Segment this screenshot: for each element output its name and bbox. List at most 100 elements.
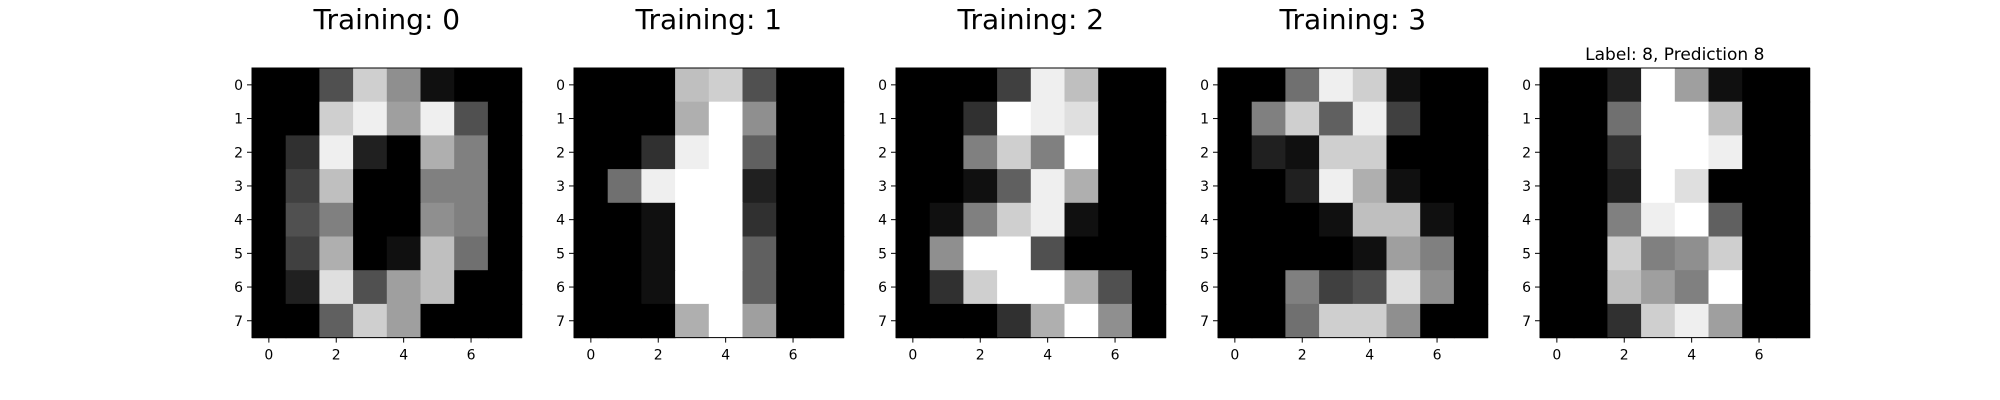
heatmap-cell bbox=[809, 303, 845, 339]
x-tick-label: 4 bbox=[1687, 348, 1696, 364]
heatmap-cell bbox=[809, 202, 845, 238]
heatmap-panel-3: Training: 3 0 1 2 3 4 5 6 7 0 2 4 6 bbox=[1200, 3, 1489, 364]
heatmap-cell bbox=[1319, 68, 1354, 103]
heatmap-cell bbox=[319, 169, 354, 204]
panel-title: Training: 2 bbox=[956, 3, 1104, 36]
axes-frame bbox=[573, 67, 845, 339]
heatmap-cell bbox=[896, 68, 931, 103]
heatmap-cell bbox=[929, 169, 964, 204]
heatmap-cell bbox=[963, 135, 998, 170]
heatmap-cell bbox=[285, 270, 320, 305]
heatmap-cell bbox=[929, 101, 964, 136]
heatmap-cell bbox=[487, 303, 523, 339]
heatmap-cell bbox=[1218, 202, 1253, 238]
heatmap-cell bbox=[1030, 169, 1066, 204]
heatmap-cell bbox=[1218, 303, 1253, 339]
heatmap-cell bbox=[1064, 202, 1099, 238]
heatmap-cell bbox=[1708, 303, 1743, 339]
heatmap-cell bbox=[1352, 236, 1388, 271]
x-tick-label: 2 bbox=[976, 348, 985, 364]
heatmap-cell bbox=[929, 303, 964, 339]
heatmap-cell bbox=[1098, 303, 1133, 339]
heatmap-cell bbox=[1674, 135, 1710, 170]
heatmap-cell bbox=[386, 135, 422, 170]
heatmap-cell bbox=[1131, 169, 1167, 204]
x-tick-label: 4 bbox=[1365, 348, 1374, 364]
heatmap-cell bbox=[420, 135, 455, 170]
y-tick-label: 7 bbox=[556, 314, 565, 330]
y-tick-label: 7 bbox=[878, 314, 887, 330]
y-tick-label: 0 bbox=[1522, 78, 1531, 94]
heatmap-cell bbox=[1742, 236, 1777, 271]
heatmap-cell bbox=[285, 68, 320, 103]
heatmap-cell bbox=[1386, 270, 1421, 305]
heatmap-cell bbox=[1251, 202, 1286, 238]
heatmap-cell bbox=[641, 202, 676, 238]
heatmap-cell bbox=[574, 101, 609, 136]
heatmap-cell bbox=[1064, 236, 1099, 271]
heatmap-cell bbox=[1098, 101, 1133, 136]
heatmap-cell bbox=[1064, 101, 1099, 136]
x-tick-label: 0 bbox=[1230, 348, 1239, 364]
heatmap-cell bbox=[1030, 68, 1066, 103]
heatmap-cell bbox=[1674, 236, 1710, 271]
y-tick-label: 4 bbox=[556, 213, 565, 229]
heatmap-cell bbox=[997, 68, 1032, 103]
heatmap-cell bbox=[896, 135, 931, 170]
heatmap-cell bbox=[1030, 270, 1066, 305]
heatmap-cell bbox=[1352, 135, 1388, 170]
heatmap-cell bbox=[1420, 236, 1455, 271]
heatmap-cell bbox=[1420, 101, 1455, 136]
heatmap-cell bbox=[386, 270, 422, 305]
panel-title: Training: 3 bbox=[1278, 3, 1426, 36]
heatmap-cell bbox=[776, 303, 811, 339]
x-tick-label: 0 bbox=[586, 348, 595, 364]
heatmap-cell bbox=[708, 101, 744, 136]
heatmap-cell bbox=[574, 169, 609, 204]
heatmap-cell bbox=[708, 202, 744, 238]
heatmap-cell bbox=[454, 101, 489, 136]
heatmap-cell bbox=[1742, 101, 1777, 136]
heatmap-cell bbox=[997, 135, 1032, 170]
heatmap-cell bbox=[776, 68, 811, 103]
heatmap-cell bbox=[252, 135, 287, 170]
heatmap-cell bbox=[353, 236, 388, 271]
heatmap-cell bbox=[607, 68, 642, 103]
x-tick-label: 4 bbox=[399, 348, 408, 364]
heatmap-cell bbox=[1218, 101, 1253, 136]
y-tick-label: 1 bbox=[878, 112, 887, 128]
axes-frame bbox=[895, 67, 1167, 339]
heatmap-cell bbox=[1674, 202, 1710, 238]
heatmap-cell bbox=[1453, 101, 1489, 136]
heatmap-cell bbox=[1098, 236, 1133, 271]
heatmap-cell bbox=[1352, 169, 1388, 204]
heatmap-cell bbox=[1319, 270, 1354, 305]
heatmap-cell bbox=[607, 101, 642, 136]
heatmap-cell bbox=[708, 236, 744, 271]
panel-title: Training: 1 bbox=[634, 3, 782, 36]
heatmap-cell bbox=[285, 101, 320, 136]
heatmap-cell bbox=[929, 202, 964, 238]
heatmap-cell bbox=[487, 270, 523, 305]
heatmap-cell bbox=[1030, 303, 1066, 339]
heatmap-cell bbox=[675, 202, 710, 238]
heatmap-cell bbox=[574, 236, 609, 271]
heatmap-cell bbox=[776, 169, 811, 204]
x-tick-label: 2 bbox=[654, 348, 663, 364]
heatmap-cell bbox=[1540, 202, 1575, 238]
heatmap-cell bbox=[252, 169, 287, 204]
heatmap-cell bbox=[1453, 236, 1489, 271]
y-tick-label: 0 bbox=[234, 78, 243, 94]
y-tick-label: 7 bbox=[1522, 314, 1531, 330]
heatmap-cell bbox=[574, 202, 609, 238]
heatmap-cell bbox=[1352, 68, 1388, 103]
heatmap-cell bbox=[708, 68, 744, 103]
y-tick-label: 6 bbox=[234, 280, 243, 296]
heatmap-cell bbox=[1131, 135, 1167, 170]
heatmap-cell bbox=[1573, 135, 1608, 170]
heatmap-cell bbox=[252, 236, 287, 271]
heatmap-cell bbox=[1131, 68, 1167, 103]
x-tick-label: 2 bbox=[1298, 348, 1307, 364]
heatmap-cell bbox=[420, 303, 455, 339]
heatmap-cell bbox=[353, 135, 388, 170]
